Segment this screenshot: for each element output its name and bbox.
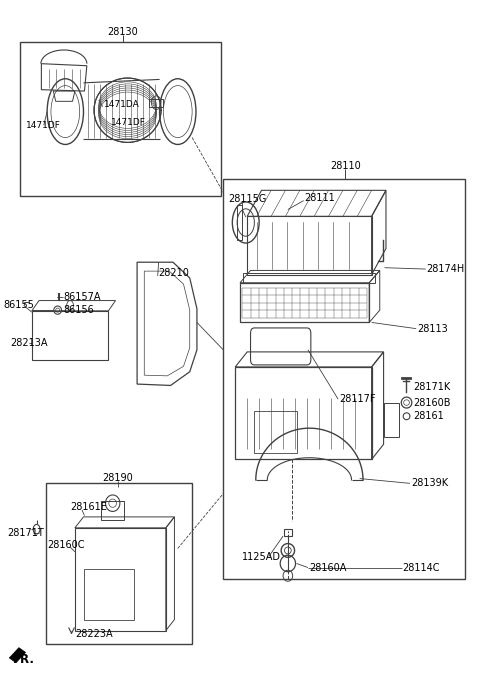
Bar xyxy=(101,501,124,520)
Text: 28139K: 28139K xyxy=(411,478,448,488)
Text: 28160C: 28160C xyxy=(48,540,85,550)
Text: 1471DA: 1471DA xyxy=(104,100,139,109)
Text: 28171K: 28171K xyxy=(413,383,451,392)
Text: 28213A: 28213A xyxy=(10,338,48,348)
Text: 28160B: 28160B xyxy=(413,398,451,407)
Text: 28160A: 28160A xyxy=(310,563,347,573)
Text: 28190: 28190 xyxy=(103,473,133,483)
Text: 28171T: 28171T xyxy=(7,528,44,539)
Text: 28161: 28161 xyxy=(413,411,444,421)
Text: 86155: 86155 xyxy=(3,300,34,310)
Bar xyxy=(237,205,242,239)
Bar xyxy=(384,403,399,438)
Bar xyxy=(223,178,465,579)
Text: 86157A: 86157A xyxy=(63,292,100,302)
Text: 1471DF: 1471DF xyxy=(25,121,60,130)
Text: 28114C: 28114C xyxy=(403,563,440,573)
Text: 28115G: 28115G xyxy=(228,194,267,204)
Bar xyxy=(75,528,166,630)
Bar xyxy=(247,216,372,274)
Polygon shape xyxy=(9,648,25,663)
Bar xyxy=(32,311,108,360)
Text: 86156: 86156 xyxy=(63,305,94,315)
Text: 28111: 28111 xyxy=(305,193,336,203)
Text: 1125AD: 1125AD xyxy=(242,552,281,562)
Text: 28110: 28110 xyxy=(330,161,360,172)
Bar xyxy=(284,529,292,536)
Bar xyxy=(84,569,134,620)
Bar xyxy=(46,484,192,644)
Text: 28113: 28113 xyxy=(417,324,448,333)
Text: 28161E: 28161E xyxy=(70,502,107,512)
Bar xyxy=(240,283,369,322)
Text: 28210: 28210 xyxy=(158,268,190,278)
Text: 28117F: 28117F xyxy=(339,394,375,404)
Text: 28223A: 28223A xyxy=(75,629,112,639)
Bar xyxy=(235,367,372,460)
Bar xyxy=(243,273,375,283)
Bar xyxy=(20,42,221,196)
Text: 28130: 28130 xyxy=(108,27,138,36)
Bar xyxy=(254,412,298,453)
Text: 1471DF: 1471DF xyxy=(111,118,145,127)
Text: FR.: FR. xyxy=(12,653,35,666)
Text: 28174H: 28174H xyxy=(427,264,465,274)
